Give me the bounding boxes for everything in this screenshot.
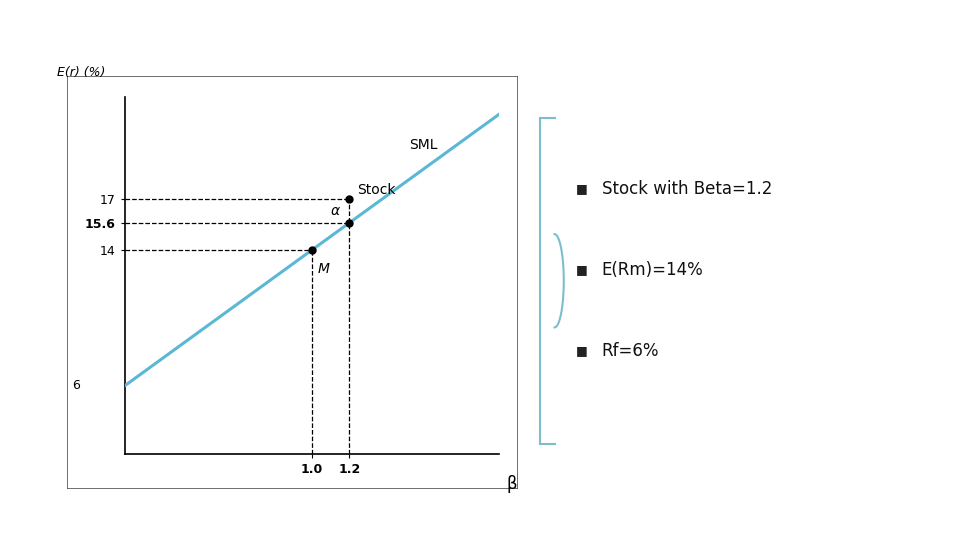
Text: α: α	[331, 204, 340, 218]
Text: Example 3) – Understanding SML and alpha: Example 3) – Understanding SML and alpha	[14, 22, 693, 50]
Text: ■: ■	[576, 264, 588, 276]
Text: Stock with Beta=1.2: Stock with Beta=1.2	[602, 180, 772, 198]
Text: E(Rm)=14%: E(Rm)=14%	[602, 261, 704, 279]
Text: Rf=6%: Rf=6%	[602, 342, 659, 360]
Text: SML: SML	[409, 138, 438, 152]
Text: Stock: Stock	[357, 184, 396, 197]
Text: β: β	[507, 475, 517, 493]
Text: 6: 6	[72, 379, 80, 392]
Text: M: M	[318, 262, 329, 276]
Text: CAPM & APT: CAPM & APT	[12, 517, 109, 531]
Text: ■: ■	[576, 345, 588, 357]
Text: 19: 19	[929, 517, 948, 531]
Text: ■: ■	[576, 183, 588, 195]
Text: E(r) (%): E(r) (%)	[58, 66, 106, 79]
